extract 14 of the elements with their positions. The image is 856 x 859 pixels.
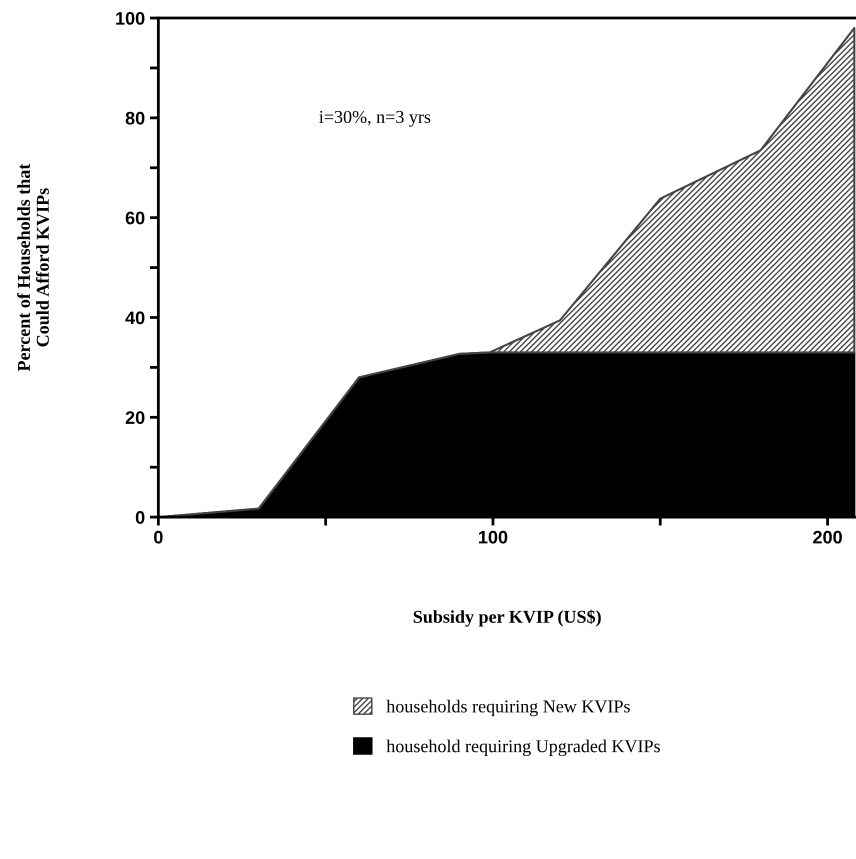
y-tick-label: 100 xyxy=(116,12,144,25)
x-tick-label: 0 xyxy=(154,530,163,544)
legend-label: households requiring New KVIPs xyxy=(386,700,630,716)
legend-label: household requiring Upgraded KVIPs xyxy=(386,740,660,756)
x-axis-title: Subsidy per KVIP (US$) xyxy=(414,610,601,627)
y-tick-label: 80 xyxy=(126,112,144,125)
y-tick-label: 40 xyxy=(125,311,144,324)
y-axis-title: Percent of Households that Could Afford KVIPs xyxy=(17,164,49,372)
y-tick-label: 60 xyxy=(126,212,144,224)
annotation: i=30%, n=3 yrs xyxy=(319,110,430,127)
x-tick-label: 200 xyxy=(813,530,842,544)
y-tick-label: 0 xyxy=(136,511,144,524)
x-tick-label: 100 xyxy=(479,530,508,544)
y-tick-label: 20 xyxy=(126,411,144,424)
